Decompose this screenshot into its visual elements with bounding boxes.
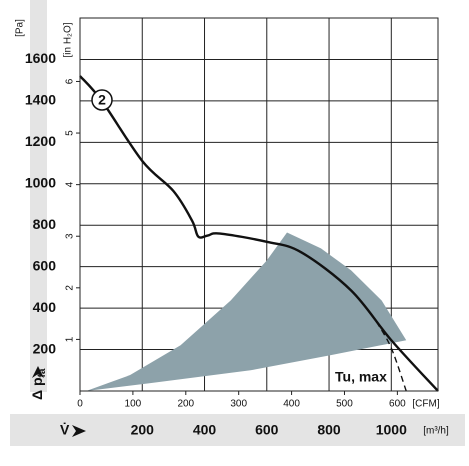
x2-tick-label: 200: [177, 399, 194, 410]
fan-curve: [79, 75, 439, 392]
operating-region: [86, 232, 407, 391]
bottom-band: [10, 414, 465, 446]
x-arrow: [72, 425, 86, 437]
y-tick-label: 600: [33, 257, 57, 273]
x2-tick-label: 600: [389, 399, 406, 410]
x2-tick-label: 300: [230, 399, 247, 410]
y2-tick-label: 6: [65, 78, 76, 84]
x-tick-label: 400: [193, 422, 217, 438]
side-band: [30, 0, 47, 392]
y2-unit: [in H₂O]: [63, 22, 74, 57]
y-tick-label: 1600: [25, 50, 56, 66]
y-label-main: Δ p: [29, 377, 45, 400]
plot-frame: [79, 17, 439, 392]
x2-tick-label: 500: [336, 399, 353, 410]
curve-label: 2: [98, 92, 106, 108]
x2-tick-label: 100: [125, 399, 142, 410]
y-tick-label: 1200: [25, 133, 56, 149]
y-tick-label: 800: [33, 216, 57, 232]
x2-tick-label: 0: [77, 399, 83, 410]
y-tick-label: 200: [33, 340, 57, 356]
y-tick-label: 1000: [25, 174, 56, 190]
y-tick-label: 1400: [25, 92, 56, 108]
y2-tick-label: 2: [65, 285, 76, 291]
x-tick-label: 200: [131, 422, 155, 438]
y-label-sub: fa: [37, 368, 48, 377]
x-unit: [m³/h]: [423, 426, 449, 437]
y-arrow: [32, 366, 44, 378]
y-unit: [Pa]: [15, 19, 26, 37]
x2-tick-label: 400: [283, 399, 300, 410]
y2-tick-label: 5: [65, 130, 76, 136]
curve-marker: [91, 89, 113, 111]
y-label: Δ pfa: [29, 368, 48, 400]
y2-tick-label: 4: [65, 181, 76, 187]
x-label: V̇: [60, 422, 70, 438]
x2-unit: [CFM]: [412, 399, 439, 410]
y2-tick-label: 1: [65, 336, 76, 342]
y2-tick-label: 3: [65, 233, 76, 239]
x-tick-label: 1000: [376, 422, 407, 438]
dashed-curve: [375, 321, 407, 392]
y-tick-label: 400: [33, 299, 57, 315]
annotation: Tu, max: [335, 369, 387, 385]
x-tick-label: 600: [255, 422, 279, 438]
x-tick-label: 800: [317, 422, 341, 438]
